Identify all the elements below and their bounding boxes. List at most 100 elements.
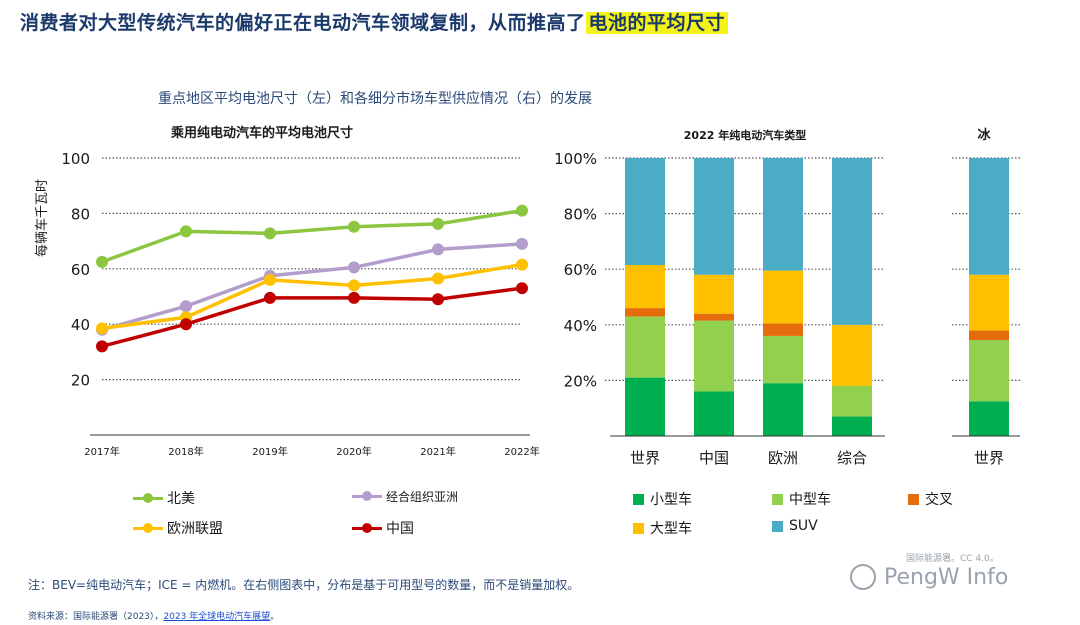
bar-segment <box>625 265 665 309</box>
bar-segment <box>625 316 665 378</box>
series-line <box>101 262 523 331</box>
line-chart-title: 乘用纯电动汽车的平均电池尺寸 <box>170 125 353 141</box>
bar-segment <box>832 324 872 386</box>
data-point <box>432 272 444 285</box>
bar-segment <box>832 158 872 325</box>
bar-segment <box>625 308 665 317</box>
data-point <box>348 291 360 304</box>
legend-item-oecd-asia: 经合组织亚洲 <box>352 488 458 505</box>
bar-segment <box>969 401 1009 436</box>
data-point <box>264 273 276 286</box>
subtitle: 重点地区平均电池尺寸（左）和各细分市场车型供应情况（右）的发展 <box>158 91 592 107</box>
series-line <box>101 286 523 349</box>
legend-label: 交叉 <box>925 492 953 508</box>
legend-square-swatch <box>772 493 783 505</box>
legend-line-swatch <box>133 522 163 533</box>
y-tick-label: 40 <box>71 316 90 334</box>
page-title: 消费者对大型传统汽车的偏好正在电动汽车领域复制，从而推高了 电池的平均尺寸 <box>20 8 729 35</box>
bar-segment <box>969 330 1009 341</box>
wechat-icon <box>850 564 876 590</box>
bar-segment <box>969 158 1009 275</box>
x-category-label: 综合 <box>837 449 867 467</box>
x-category-label: 世界 <box>630 449 660 467</box>
x-category-label: 中国 <box>699 449 729 467</box>
legend-label: 经合组织亚洲 <box>386 490 459 504</box>
y-tick-label: 100 <box>61 150 90 168</box>
bar-segment <box>969 340 1009 402</box>
legend-label: SUV <box>789 518 818 534</box>
x-tick-label: 2022年 <box>504 445 539 458</box>
y-tick-label: 60% <box>564 261 597 279</box>
x-category-label: 欧洲 <box>768 449 798 467</box>
legend-item-suv: SUV <box>772 518 818 534</box>
data-point <box>264 291 276 304</box>
legend-line-swatch <box>352 522 382 533</box>
bar-segment <box>694 158 734 275</box>
bar-segment <box>763 270 803 324</box>
data-point <box>348 220 360 233</box>
y-tick-label: 20% <box>564 372 597 390</box>
legend-square-swatch <box>633 522 644 534</box>
source-link[interactable]: 2023 年全球电动汽车展望 <box>163 612 271 622</box>
y-tick-label: 80 <box>71 205 90 223</box>
x-tick-label: 2018年 <box>168 445 203 458</box>
legend-square-swatch <box>772 520 783 532</box>
bar-segment <box>694 320 734 392</box>
y-tick-label: 100% <box>554 150 597 168</box>
y-tick-label: 20 <box>71 372 90 390</box>
ice-chart-title: 冰 <box>977 127 991 143</box>
data-point <box>432 243 444 256</box>
data-point <box>516 282 528 295</box>
data-point <box>432 217 444 230</box>
watermark-brand: PengW Info <box>850 564 1008 590</box>
legend-item-small: 小型车 <box>633 489 692 509</box>
data-point <box>96 255 108 268</box>
y-tick-label: 60 <box>71 261 90 279</box>
series-line <box>101 242 523 332</box>
bar-segment <box>969 274 1009 331</box>
footnote: 注：BEV=纯电动汽车；ICE = 内燃机。在右侧图表中，分布是基于可用型号的数… <box>28 578 580 592</box>
title-highlight: 电池的平均尺寸 <box>585 12 729 34</box>
data-point <box>96 340 108 353</box>
y-axis-label: 每辆车千瓦时 <box>34 179 50 257</box>
x-tick-label: 2019年 <box>252 445 287 458</box>
bar-segment <box>763 383 803 436</box>
legend-label: 小型车 <box>650 492 692 508</box>
bar-segment <box>832 416 872 436</box>
legend-label: 中型车 <box>789 492 831 508</box>
x-category-label: 世界 <box>974 449 1004 467</box>
legend-item-crossover: 交叉 <box>908 489 953 509</box>
series-line <box>101 208 523 264</box>
legend-label: 北美 <box>167 491 195 507</box>
watermark-license: 国际能源署。CC 4.0。 <box>906 554 999 564</box>
legend-item-medium: 中型车 <box>772 489 831 509</box>
y-tick-label: 40% <box>564 317 597 335</box>
source-line: 资料来源：国际能源署（2023），2023 年全球电动汽车展望。 <box>28 609 279 622</box>
source-prefix: 资料来源：国际能源署（2023）， <box>28 612 164 622</box>
legend-label: 中国 <box>386 521 414 537</box>
bar-segment <box>625 158 665 266</box>
x-tick-label: 2021年 <box>420 445 455 458</box>
y-tick-label: 80% <box>564 206 597 224</box>
data-point <box>348 261 360 274</box>
data-point <box>516 237 528 250</box>
bar-segment <box>694 274 734 314</box>
legend-item-north-america: 北美 <box>133 488 195 508</box>
bar-segment <box>694 313 734 321</box>
bar-segment <box>694 391 734 436</box>
legend-label: 欧洲联盟 <box>167 521 223 537</box>
data-point <box>516 204 528 217</box>
data-point <box>516 258 528 271</box>
data-point <box>180 300 192 313</box>
legend-item-large: 大型车 <box>633 518 692 538</box>
bar-segment <box>763 335 803 384</box>
x-tick-label: 2020年 <box>336 445 371 458</box>
legend-item-china: 中国 <box>352 518 414 538</box>
title-prefix: 消费者对大型传统汽车的偏好正在电动汽车领域复制，从而推高了 <box>20 12 586 34</box>
watermark-brand-text: PengW Info <box>884 564 1009 590</box>
bar-chart-title: 2022 年纯电动汽车类型 <box>684 128 806 142</box>
data-point <box>180 318 192 331</box>
legend-item-eu: 欧洲联盟 <box>133 518 223 538</box>
bar-segment <box>763 158 803 271</box>
